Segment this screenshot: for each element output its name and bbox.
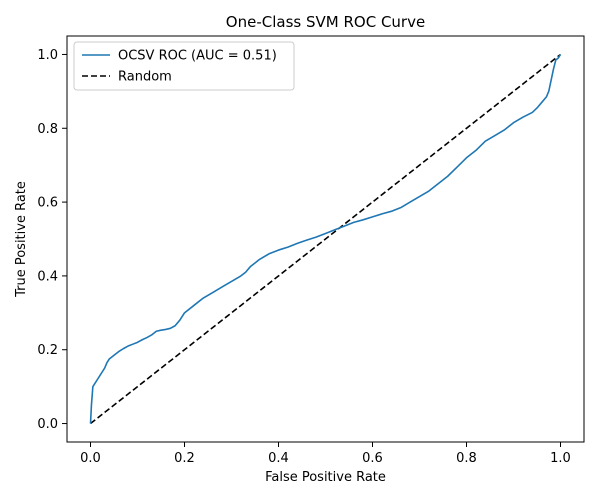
legend-label: Random [118, 70, 172, 85]
random-baseline-line [90, 53, 561, 425]
x-tick-label: 0.0 [80, 451, 101, 466]
x-tick-label: 0.8 [456, 451, 477, 466]
y-tick-label: 0.2 [37, 343, 58, 358]
y-tick-label: 0.0 [37, 417, 58, 432]
y-tick-label: 1.0 [37, 48, 58, 63]
roc-curve-line [89, 54, 562, 424]
x-tick-label: 0.2 [174, 451, 195, 466]
legend-label: OCSV ROC (AUC = 0.51) [118, 49, 277, 64]
legend: OCSV ROC (AUC = 0.51) Random [73, 41, 295, 91]
y-axis-label: True Positive Rate [14, 181, 29, 298]
chart-title: One-Class SVM ROC Curve [226, 13, 425, 31]
y-tick-label: 0.6 [37, 196, 58, 211]
y-tick-label: 0.8 [37, 122, 58, 137]
x-axis-label: False Positive Rate [265, 470, 386, 485]
plot-area: 0.0 0.2 0.4 0.6 0.8 1.0 0.0 0.2 0.4 0.6 0.8 1.0 [37, 48, 571, 466]
x-tick-label: 0.6 [362, 451, 383, 466]
x-tick-label: 1.0 [550, 451, 571, 466]
x-tick-label: 0.4 [268, 451, 289, 466]
legend-box [73, 41, 295, 91]
axes-frame [66, 35, 585, 443]
y-tick-label: 0.4 [37, 269, 58, 284]
